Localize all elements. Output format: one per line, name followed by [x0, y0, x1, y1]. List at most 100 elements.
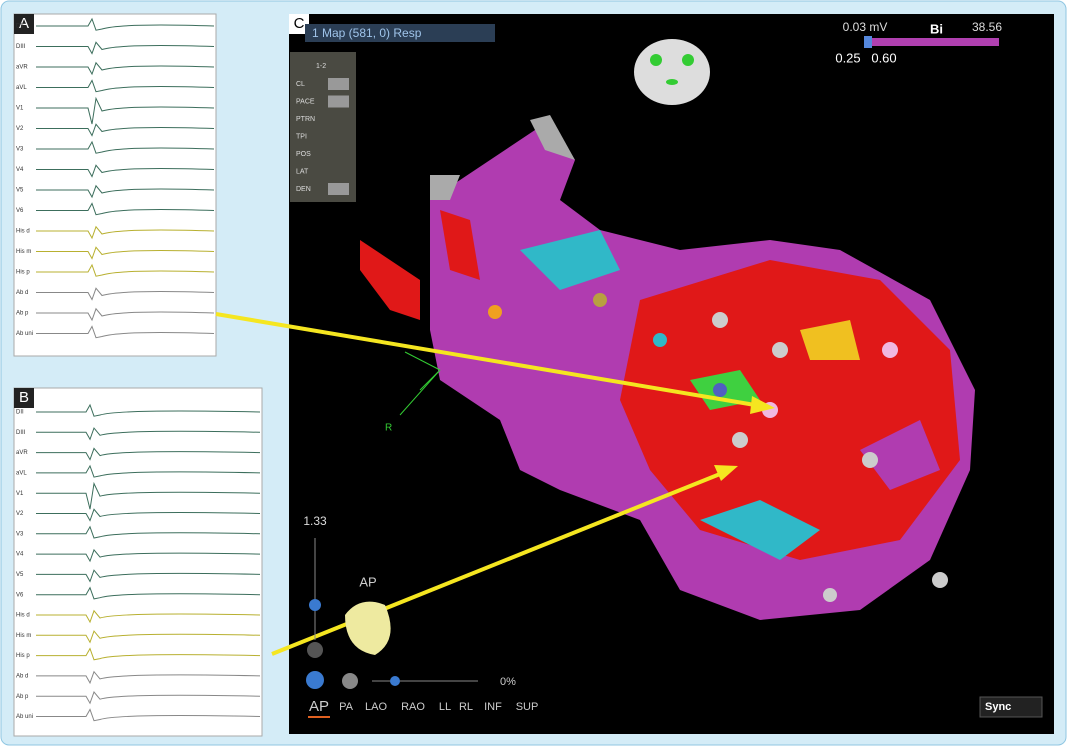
ecg-trace	[36, 548, 261, 563]
ecg-trace	[36, 403, 261, 417]
lead-label: V1	[16, 106, 24, 112]
sidebar-field: LAT	[296, 168, 309, 175]
ecg-trace	[36, 508, 261, 522]
field-box	[328, 95, 349, 108]
scale-max: 38.56	[972, 20, 1002, 34]
lead-label: His d	[16, 229, 30, 235]
lead-label: aVR	[16, 65, 28, 71]
lead-label: V2	[16, 511, 24, 517]
panel-label: A	[19, 15, 29, 32]
button[interactable]	[307, 642, 323, 658]
scale-low: 0.25	[835, 50, 860, 65]
ecg-trace	[36, 246, 215, 260]
map-title: 1 Map (581, 0) Resp	[312, 26, 422, 40]
scale-min: 0.03 mV	[843, 20, 888, 34]
ecg-trace	[36, 670, 261, 685]
lead-label: Ab p	[16, 311, 29, 317]
lead-label: Ab d	[16, 290, 28, 296]
arrowhead	[750, 396, 775, 414]
ecg-trace	[36, 225, 215, 240]
ecg-trace	[36, 61, 215, 76]
lead-label: DIII	[16, 430, 26, 436]
view-button[interactable]: RAO	[401, 701, 425, 713]
lead-label: DIII	[16, 44, 26, 50]
field-box	[328, 183, 349, 195]
sidebar-field: PACE	[296, 98, 315, 105]
view-button[interactable]: PA	[339, 701, 354, 713]
ecg-trace	[36, 447, 261, 461]
lead-label: V1	[16, 491, 24, 497]
opacity-handle[interactable]	[390, 676, 400, 686]
ecg-trace	[36, 586, 261, 600]
lead-label: V3	[16, 147, 24, 153]
lead-label: His m	[16, 633, 31, 639]
sidebar-field: DEN	[296, 186, 311, 193]
lead-label: Ab uni	[16, 331, 33, 337]
ecg-trace	[36, 708, 261, 722]
view-label: AP	[359, 574, 376, 589]
sidebar-fields: CL PACE PTRN TPI POS LAT DEN	[296, 78, 349, 195]
view-button[interactable]: INF	[484, 701, 502, 713]
ecg-trace	[36, 691, 261, 705]
lead-label: Ab uni	[16, 714, 33, 720]
sync-button[interactable]	[979, 696, 1043, 718]
lead-label: aVL	[16, 85, 27, 91]
axis-label: R	[385, 423, 392, 434]
panel-b	[13, 387, 263, 737]
voltage-map	[360, 115, 975, 620]
ecg-trace	[36, 263, 215, 277]
panel-label-box	[14, 14, 34, 34]
lead-label: His p	[16, 653, 30, 659]
arrowhead	[714, 465, 738, 481]
ecg-trace	[36, 325, 215, 339]
button[interactable]	[342, 673, 358, 689]
field-box	[328, 78, 349, 90]
lead-label: V5	[16, 572, 24, 578]
ecg-trace	[36, 427, 261, 441]
lead-label: aVL	[16, 470, 27, 476]
button[interactable]	[306, 671, 324, 689]
view-buttons: AP PA LAO RAO LL RL INF SUP	[308, 698, 539, 718]
ecg-trace	[36, 525, 261, 539]
sidebar-field: CL	[296, 81, 305, 88]
map-selector[interactable]	[305, 24, 495, 42]
opacity-value: 0%	[500, 676, 516, 688]
orientation-face	[634, 39, 710, 105]
ecg-trace	[36, 647, 261, 661]
sidebar	[290, 52, 356, 202]
panel-label-box	[289, 14, 309, 34]
view-button[interactable]: RL	[459, 701, 473, 713]
lead-label: DII	[16, 410, 24, 416]
lead-label: V5	[16, 188, 24, 194]
face-eye	[650, 54, 662, 66]
ecg-trace	[36, 96, 215, 125]
panel-label: B	[19, 389, 29, 406]
ecg-trace	[36, 307, 215, 322]
view-button[interactable]: SUP	[516, 701, 539, 713]
ecg-trace	[36, 287, 215, 301]
scale-high: 0.60	[871, 50, 896, 65]
view-button[interactable]: LL	[439, 701, 451, 713]
ecg-trace	[36, 140, 215, 154]
view-button[interactable]: AP	[309, 698, 329, 715]
ecg-trace	[36, 17, 215, 31]
ecg-trace	[36, 481, 261, 510]
lead-label: V2	[16, 126, 24, 132]
ecg-trace	[36, 630, 261, 644]
ecg-trace	[36, 184, 215, 199]
lead-label: aVR	[16, 450, 28, 456]
lead-label: V6	[16, 592, 24, 598]
ecg-group: DII DIII aVR aVL V1 V2 V3 V4 V5 V6 His d His m His p…	[16, 17, 261, 722]
axis-glyph	[399, 351, 441, 416]
lead-label: V4	[16, 167, 24, 173]
color-bar	[866, 38, 999, 46]
zoom-handle[interactable]	[309, 599, 321, 611]
scale-handle[interactable]	[864, 36, 872, 48]
view-button[interactable]: LAO	[365, 701, 387, 713]
ecg-trace	[36, 609, 261, 624]
zoom-value: 1.33	[303, 514, 327, 528]
panel-a	[13, 13, 217, 357]
ecg-trace	[36, 569, 261, 583]
face-mouth	[666, 79, 678, 85]
lead-label: DII	[16, 24, 24, 30]
